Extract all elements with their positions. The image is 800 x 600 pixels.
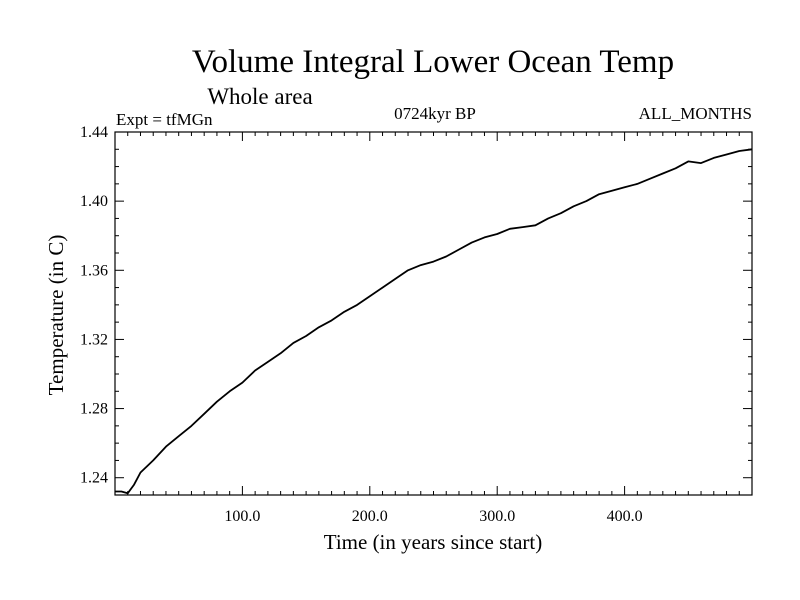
x-tick-label: 400.0	[607, 508, 643, 525]
plot-frame	[114, 131, 753, 496]
expt-annotation: Expt = tfMGn	[116, 110, 213, 129]
x-tick-labels: 100.0 200.0 300.0 400.0	[224, 508, 642, 525]
chart-subtitle: Whole area	[207, 84, 312, 109]
x-tick-label: 200.0	[352, 508, 388, 525]
months-annotation: ALL_MONTHS	[639, 104, 752, 123]
x-tick-label: 300.0	[479, 508, 515, 525]
y-tick-label: 1.36	[80, 262, 108, 279]
x-axis-label: Time (in years since start)	[324, 530, 543, 554]
period-annotation: 0724kyr BP	[394, 104, 476, 123]
x-tick-label: 100.0	[224, 508, 260, 525]
y-tick-label: 1.40	[80, 193, 108, 210]
temperature-series-line	[115, 148, 753, 495]
axis-ticks	[115, 131, 752, 495]
y-tick-label: 1.44	[80, 124, 108, 141]
y-axis-label: Temperature (in C)	[44, 235, 68, 396]
y-tick-label: 1.32	[80, 331, 108, 348]
y-tick-label: 1.24	[80, 470, 108, 487]
y-tick-labels: 1.24 1.28 1.32 1.36 1.40 1.44	[80, 124, 108, 487]
chart-title: Volume Integral Lower Ocean Temp	[192, 44, 674, 80]
y-tick-label: 1.28	[80, 401, 108, 418]
